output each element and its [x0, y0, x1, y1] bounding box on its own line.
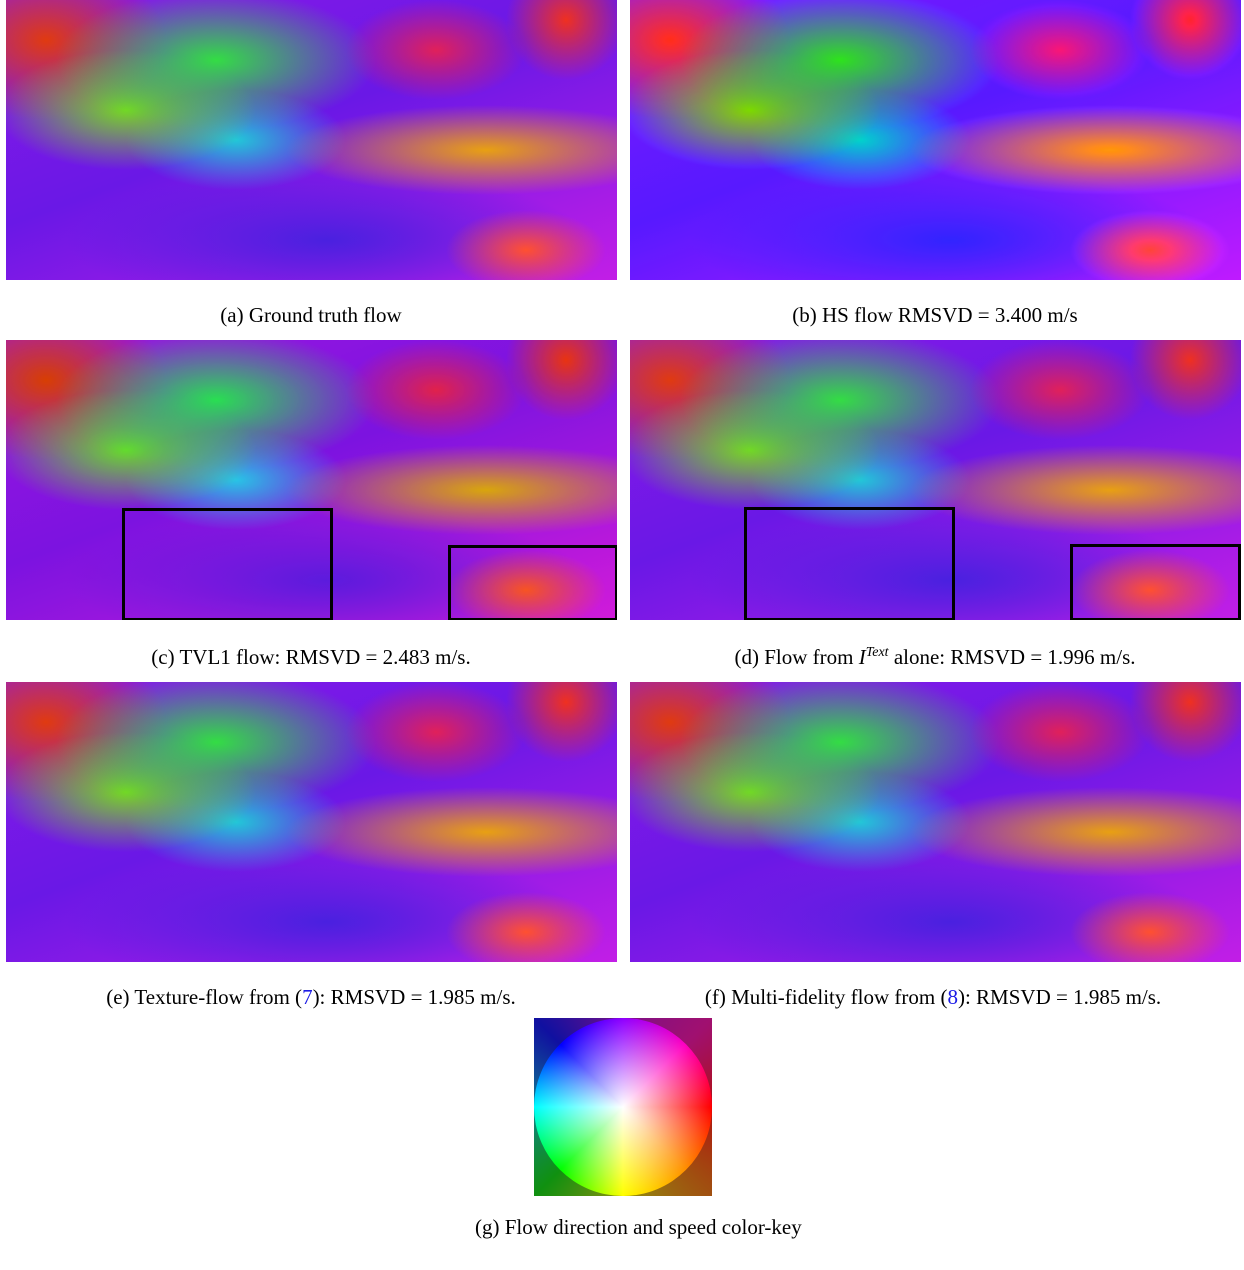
color-wheel [534, 1018, 712, 1196]
caption-label: (d) [734, 645, 759, 669]
caption: (c) TVL1 flow: RMSVD = 2.483 m/s. [151, 645, 470, 670]
flow-image [6, 340, 617, 620]
caption-text: Multi-fidelity flow from ( [731, 985, 947, 1009]
caption: (g) Flow direction and speed color-key [475, 1212, 820, 1242]
caption: (e) Texture-flow from (7): RMSVD = 1.985… [106, 985, 516, 1010]
caption-text: HS flow RMSVD = 3.400 m/s [822, 303, 1078, 327]
caption-label: (a) [220, 303, 243, 327]
flow-image [6, 682, 617, 962]
caption-text: Flow from [764, 645, 859, 669]
flow-image [630, 0, 1241, 280]
zoom-box [122, 508, 333, 620]
superscript: Text [866, 645, 889, 660]
caption-text: ): RMSVD = 1.985 m/s. [958, 985, 1161, 1009]
caption-label: (e) [106, 985, 129, 1009]
flow-image [630, 682, 1241, 962]
caption-text: Texture-flow from ( [134, 985, 302, 1009]
caption-text: Flow direction and speed color-key [505, 1215, 802, 1239]
zoom-box [1070, 544, 1241, 620]
caption: (f) Multi-fidelity flow from (8): RMSVD … [705, 985, 1161, 1010]
zoom-box [448, 545, 617, 620]
color-key [534, 1018, 712, 1196]
caption: (d) Flow from IText alone: RMSVD = 1.996… [734, 645, 1135, 670]
caption-text: alone: RMSVD = 1.996 m/s. [889, 645, 1136, 669]
equation-ref[interactable]: 8 [947, 985, 958, 1009]
page: (a) Ground truth flow (b) HS flow RMSVD … [0, 0, 1244, 1270]
caption-label: (f) [705, 985, 726, 1009]
flow-image [6, 0, 617, 280]
caption: (a) Ground truth flow [220, 303, 401, 328]
caption-text: Ground truth flow [249, 303, 402, 327]
caption-label: (c) [151, 645, 174, 669]
caption-label: (g) [475, 1215, 500, 1239]
zoom-box [744, 507, 955, 620]
flow-image [630, 340, 1241, 620]
caption-text: ): RMSVD = 1.985 m/s. [313, 985, 516, 1009]
caption-text: TVL1 flow: RMSVD = 2.483 m/s. [179, 645, 470, 669]
caption: (b) HS flow RMSVD = 3.400 m/s [792, 303, 1077, 328]
equation-ref[interactable]: 7 [302, 985, 313, 1009]
caption-label: (b) [792, 303, 817, 327]
